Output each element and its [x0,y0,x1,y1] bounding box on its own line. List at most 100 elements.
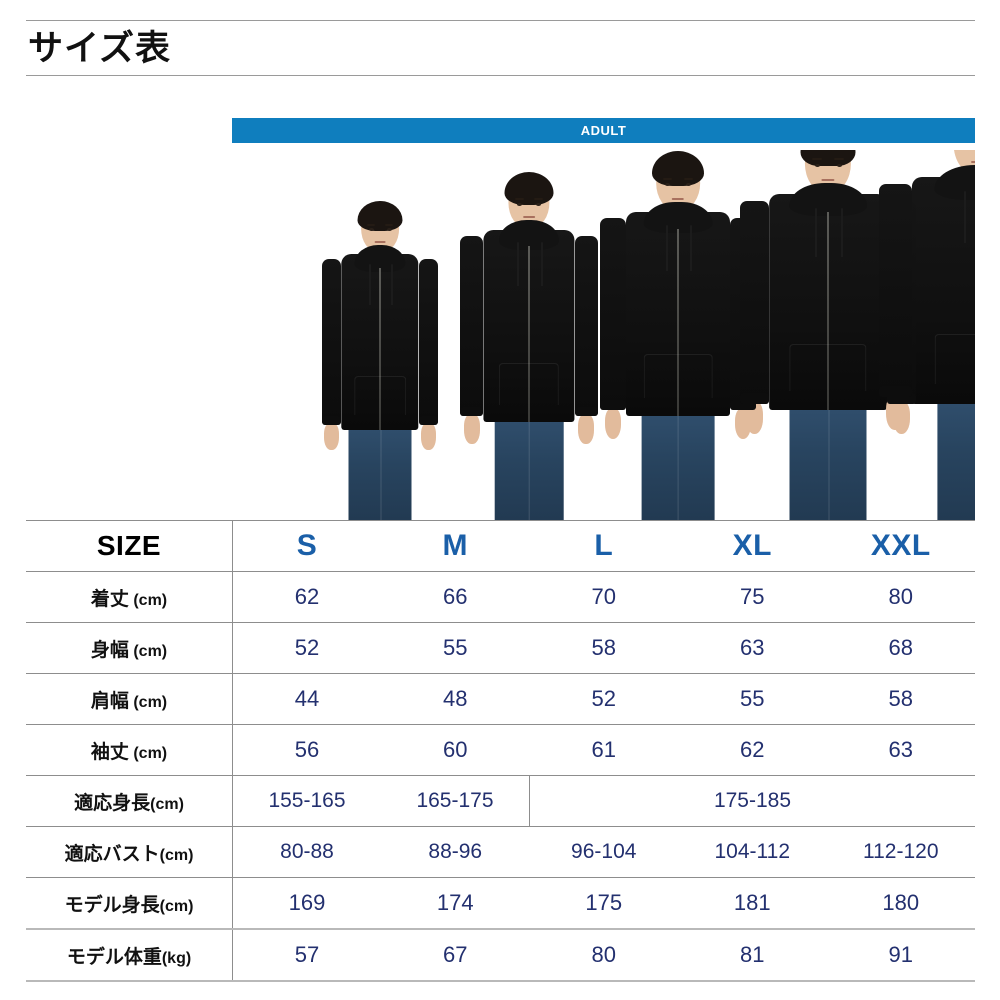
row-label-text: 着丈 [90,588,129,610]
cell-7-0: 57 [232,928,381,982]
model-eye [665,183,671,187]
model-hood-drawstring [813,207,818,261]
model-jeans [937,392,975,520]
cell-1-3: 63 [678,622,827,674]
cell-5-1: 88-96 [381,826,530,878]
model-pocket [354,376,406,415]
model-eyebrow [514,197,524,200]
model-zipper [827,212,829,410]
model-sleeve [740,201,770,404]
adult-banner: ADULT [232,118,975,143]
model-eye [814,163,820,167]
model-jeans [494,412,564,520]
cell-2-4: 58 [826,673,975,725]
model-cuff [886,392,916,404]
row-label-text: モデル身長 [64,894,160,916]
model-eye [685,183,691,187]
row-label-unit: (cm) [159,846,194,864]
row-label-text: モデル体重 [66,946,162,968]
model-hood-drawstring [664,224,669,276]
table-row: 肩幅 (cm) 44 48 52 55 58 [26,673,975,725]
model-sleeve [460,235,484,417]
row-label-text: 袖丈 [90,741,129,763]
cell-6-3: 181 [678,877,827,930]
row-label-2: 肩幅 (cm) [26,673,233,725]
row-label-unit: (kg) [161,949,192,967]
cell-1-0: 52 [232,622,381,674]
model-photo-s [305,196,455,520]
model-hood-drawstring [539,241,544,290]
model-eyebrow [534,197,544,200]
model-mouth [671,197,685,200]
model-cuff [740,392,770,404]
cell-7-4: 91 [826,928,975,982]
table-row: モデル体重(kg) 57 67 80 81 91 [26,928,975,982]
model-pocket [498,363,560,406]
cell-2-0: 44 [232,673,381,725]
page-title: サイズ表 [28,29,171,68]
row-label-7: モデル体重(kg) [26,928,233,982]
size-table-header-row: SIZE S M L XL XXL [26,520,975,572]
cell-3-2: 61 [529,724,678,776]
cell-6-2: 175 [529,877,678,930]
model-hand [324,423,339,451]
cell-3-4: 63 [826,724,975,776]
model-sleeve [600,218,626,411]
row-label-unit: (cm) [159,897,194,915]
row-label-text: 適応バスト [64,843,160,865]
model-hood-drawstring [368,264,373,310]
model-zipper [379,268,381,430]
size-column-header-s: S [232,520,381,572]
size-table: SIZE S M L XL XXL 着丈 (cm) 62 66 70 75 80 身幅 (cm) 52 55… [26,520,975,982]
cell-2-2: 52 [529,673,678,725]
model-hood-drawstring [840,207,845,261]
model-photo-l [600,150,756,520]
model-hair-icon [800,150,856,167]
cell-0-4: 80 [826,571,975,623]
model-pocket [643,353,713,399]
model-photo-strip [232,150,975,520]
model-mouth [971,160,975,163]
cell-0-0: 62 [232,571,381,623]
row-label-3: 袖丈 (cm) [26,724,233,776]
cell-6-4: 180 [826,877,975,930]
model-cuff [460,406,484,417]
model-hood [789,183,867,217]
model-hand [421,423,436,451]
table-row: モデル身長(cm) 169 174 175 181 180 [26,877,975,930]
size-header-label: SIZE [26,520,233,572]
cell-5-3: 104-112 [678,826,827,878]
model-eye [516,202,522,206]
row-label-unit: (cm) [150,795,184,813]
cell-1-4: 68 [826,622,975,674]
model-cuff [321,415,342,425]
table-row: 身幅 (cm) 52 55 58 63 68 [26,622,975,674]
model-hood-drawstring [389,264,394,310]
model-hood [354,244,406,272]
model-sleeve [879,183,912,398]
model-cuff [418,415,439,425]
model-hair-icon [357,200,403,231]
row-label-4: 適応身長(cm) [26,775,233,827]
cell-6-0: 169 [232,877,381,930]
model-hood-drawstring [689,224,694,276]
model-mouth [821,179,835,182]
row-label-unit: (cm) [128,642,168,660]
cell-4-merged: 175-185 [529,775,975,827]
header-rule-bottom [26,75,975,76]
size-column-header-m: M [381,520,530,572]
model-hair-icon [504,172,554,205]
cell-2-1: 48 [381,673,530,725]
cell-7-2: 80 [529,928,678,982]
model-photo-xxl [879,150,975,520]
cell-7-1: 67 [381,928,530,982]
cell-3-0: 56 [232,724,381,776]
model-cuff [879,385,912,398]
cell-2-3: 55 [678,673,827,725]
size-header-label-text: SIZE [96,530,162,561]
row-label-1: 身幅 (cm) [26,622,233,674]
model-pocket [934,334,975,385]
size-table-body: SIZE S M L XL XXL 着丈 (cm) 62 66 70 75 80 身幅 (cm) 52 55… [26,520,975,982]
model-cuff [574,406,598,417]
model-eyebrow [366,224,376,227]
